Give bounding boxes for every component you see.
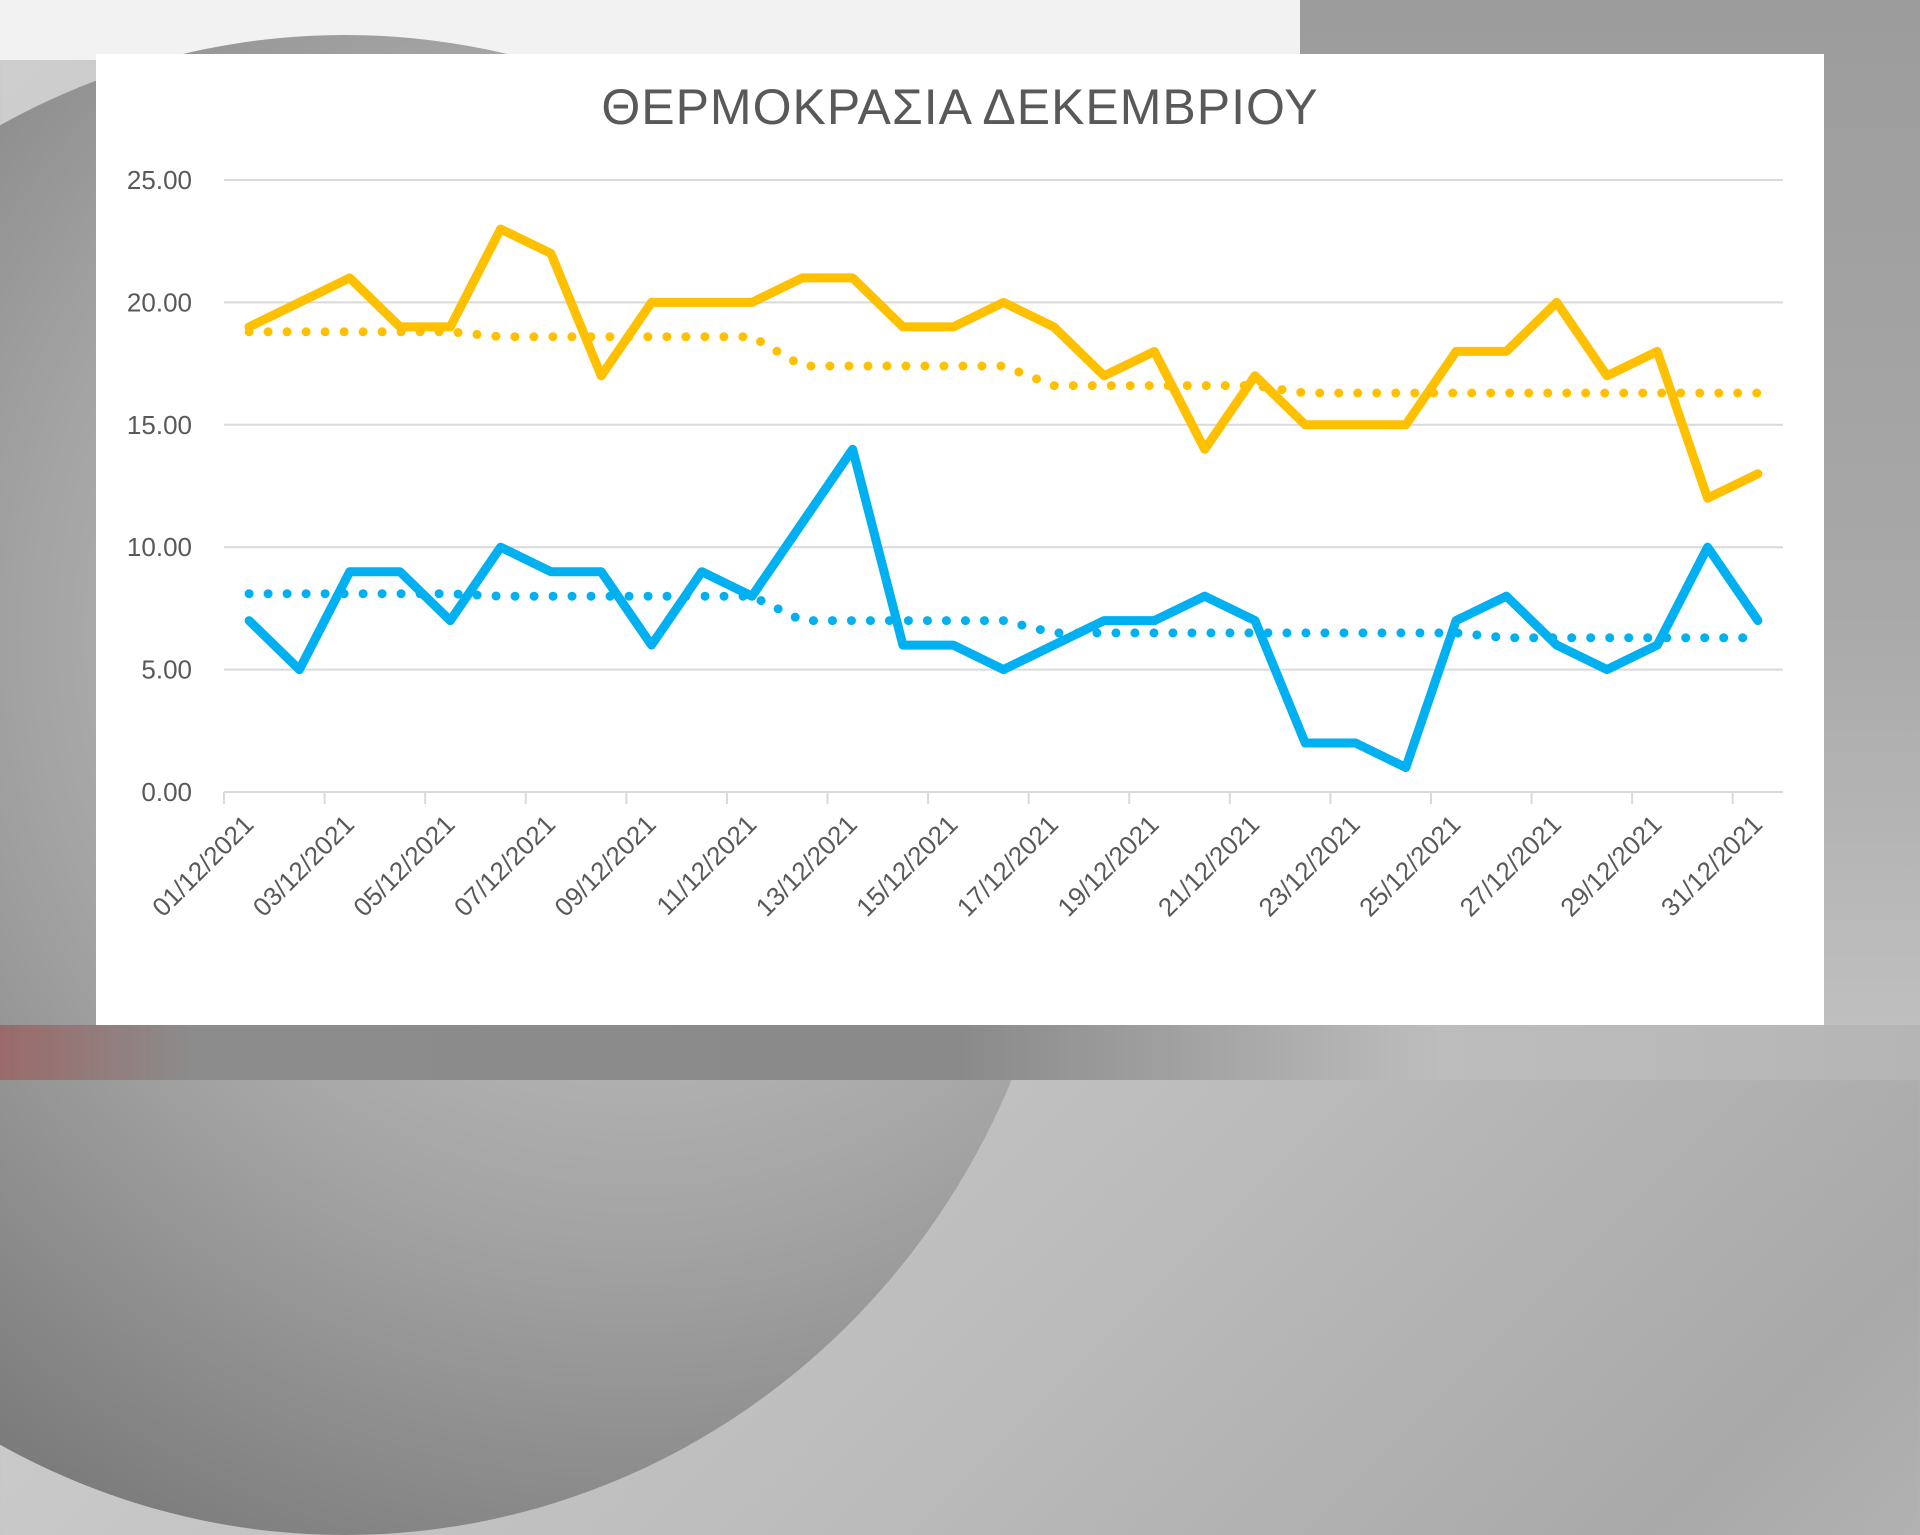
chart-card: ΘΕΡΜΟΚΡΑΣΙΑ ΔΕΚΕΜΒΡΙΟΥ 0.00 5.00 10.00 15.0… xyxy=(96,54,1824,1025)
y-tick-label: 0.00 xyxy=(141,777,192,807)
x-tick-label: 29/12/2021 xyxy=(1554,809,1667,922)
x-tick-label: 03/12/2021 xyxy=(247,809,360,922)
x-tick-label: 27/12/2021 xyxy=(1454,809,1567,922)
y-tick-label: 10.00 xyxy=(127,532,192,562)
data-series xyxy=(244,224,1763,772)
x-tick-label: 13/12/2021 xyxy=(750,809,863,922)
x-tick-label: 25/12/2021 xyxy=(1353,809,1466,922)
x-tick-label: 09/12/2021 xyxy=(548,809,661,922)
x-tick-label: 07/12/2021 xyxy=(448,809,561,922)
x-tick-label: 11/12/2021 xyxy=(650,809,762,921)
x-tick-label: 17/12/2021 xyxy=(951,809,1064,922)
x-tick-label: 19/12/2021 xyxy=(1051,809,1164,922)
y-tick-label: 20.00 xyxy=(127,287,192,317)
y-tick-label: 25.00 xyxy=(127,165,192,195)
y-axis-labels: 0.00 5.00 10.00 15.00 20.00 25.00 xyxy=(127,165,192,807)
series-line xyxy=(244,444,1763,772)
background-map-bottom xyxy=(0,1025,1920,1080)
y-tick-label: 5.00 xyxy=(141,655,192,685)
trendline xyxy=(244,589,1763,643)
x-tick-label: 01/12/2021 xyxy=(146,809,259,922)
x-axis: 01/12/202103/12/202105/12/202107/12/2021… xyxy=(146,792,1768,922)
series-line xyxy=(244,224,1763,503)
y-tick-label: 15.00 xyxy=(127,410,192,440)
x-tick-label: 15/12/2021 xyxy=(850,809,963,922)
x-tick-label: 23/12/2021 xyxy=(1253,809,1366,922)
chart-title: ΘΕΡΜΟΚΡΑΣΙΑ ΔΕΚΕΜΒΡΙΟΥ xyxy=(601,79,1319,135)
trendline xyxy=(244,327,1763,398)
x-tick-label: 21/12/2021 xyxy=(1152,809,1265,922)
x-tick-label: 05/12/2021 xyxy=(347,809,460,922)
x-tick-label: 31/12/2021 xyxy=(1655,809,1768,922)
gridlines xyxy=(224,179,1783,793)
